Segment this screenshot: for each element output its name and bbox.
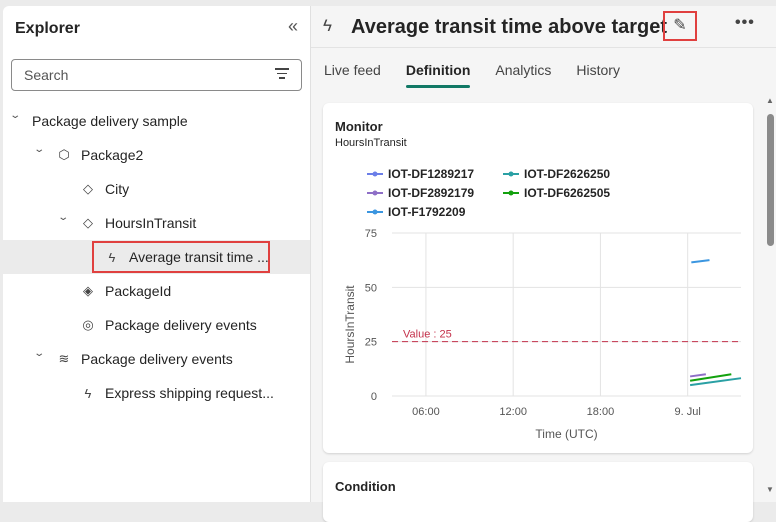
tree-item-label: City	[105, 181, 130, 197]
legend-marker	[367, 171, 383, 177]
tree-item[interactable]: ◎ Package delivery events	[3, 308, 310, 342]
y-tick-label: 0	[371, 391, 377, 403]
legend-marker	[367, 209, 383, 215]
condition-card: Condition	[323, 462, 753, 522]
tree-item[interactable]: ⌄ ⬡ Package2	[3, 138, 310, 172]
legend-marker	[503, 190, 519, 196]
y-tick-label: 75	[365, 228, 377, 240]
selection-highlight	[92, 241, 270, 273]
x-axis-label: Time (UTC)	[535, 427, 597, 441]
double-chevron-left-icon[interactable]: «	[287, 16, 298, 36]
scrollbar[interactable]: ▲ ▼	[764, 94, 776, 494]
tree-item[interactable]: ⌄ ≋ Package delivery events	[3, 342, 310, 376]
legend-item[interactable]: IOT-DF2892179	[367, 186, 474, 200]
legend-item[interactable]: IOT-DF2626250	[503, 167, 610, 181]
y-tick-label: 50	[365, 282, 377, 294]
chevron-down-icon[interactable]: ⌄	[33, 348, 46, 359]
tree-item-label: Package delivery events	[81, 351, 233, 367]
tree-item[interactable]: ϟ Average transit time ...	[3, 240, 310, 274]
page-title: Average transit time above target	[351, 16, 668, 38]
x-tick-label: 06:00	[412, 406, 440, 418]
tag-icon: ◇	[83, 215, 93, 230]
monitor-chart: 0 25 50 75 06:00 12:00 18:00 9. Jul Value : 25 Ti…	[343, 228, 742, 441]
x-tick-label: 12:00	[499, 406, 527, 418]
legend-label: IOT-DF1289217	[388, 167, 475, 181]
explorer-title: Explorer	[15, 20, 80, 37]
legend-item[interactable]: IOT-DF1289217	[367, 167, 474, 181]
tree-item[interactable]: ◇ City	[3, 172, 310, 206]
explorer-tree: ⌄ Package delivery sample ⌄ ⬡ Package2 ◇ City ⌄…	[3, 104, 310, 410]
legend-marker	[503, 171, 519, 177]
explorer-pane: Explorer « Search ⌄ Package delivery samp…	[3, 6, 310, 502]
tree-item[interactable]: ⌄ ◇ HoursInTransit	[3, 206, 310, 240]
tree-item-label: Package delivery events	[105, 317, 257, 333]
chevron-down-icon[interactable]: ⌄	[33, 144, 46, 155]
tree-item[interactable]: ◈ PackageId	[3, 274, 310, 308]
chevron-down-icon[interactable]: ⌄	[9, 110, 22, 121]
threshold-label: Value : 25	[403, 329, 452, 341]
tab-history[interactable]: History	[576, 62, 620, 78]
tab-bar: Live feed Definition Analytics History	[324, 62, 620, 88]
legend-label: IOT-DF6262505	[524, 186, 611, 200]
lightning-icon: ϟ	[323, 16, 332, 35]
search-input[interactable]: Search	[11, 59, 302, 91]
detail-pane: ϟ Average transit time above target ✎ ••…	[310, 6, 776, 522]
tree-item-label: Average transit time ...	[129, 249, 269, 265]
tab-analytics[interactable]: Analytics	[495, 62, 552, 78]
tree-item-label: Express shipping request...	[105, 385, 274, 401]
tag-icon: ◇	[83, 181, 93, 196]
legend-label: IOT-F1792209	[388, 205, 466, 219]
tree-item-label: PackageId	[105, 283, 172, 299]
tab-live-feed[interactable]: Live feed	[324, 62, 381, 78]
stream-icon: ◎	[82, 317, 94, 332]
series-line	[689, 377, 742, 387]
y-axis-label: HoursInTransit	[343, 285, 357, 364]
legend-marker	[367, 190, 383, 196]
x-tick-label: 18:00	[587, 406, 615, 418]
pencil-icon[interactable]: ✎	[663, 11, 697, 41]
y-tick-label: 25	[365, 337, 377, 349]
condition-title: Condition	[335, 479, 396, 494]
more-icon[interactable]: •••	[735, 14, 755, 31]
tree-item-label: HoursInTransit	[105, 215, 197, 231]
series-line	[691, 259, 710, 264]
search-placeholder: Search	[24, 67, 69, 83]
filter-icon[interactable]	[275, 68, 289, 82]
tree-item[interactable]: ϟ Express shipping request...	[3, 376, 310, 410]
tab-definition[interactable]: Definition	[405, 62, 470, 88]
legend-label: IOT-DF2892179	[388, 186, 475, 200]
series-line	[689, 373, 706, 378]
scrollbar-thumb[interactable]	[767, 114, 774, 246]
lightning-icon: ϟ	[84, 385, 92, 401]
tree-item[interactable]: ⌄ Package delivery sample	[3, 104, 310, 138]
legend-item[interactable]: IOT-DF6262505	[503, 186, 610, 200]
lightning-icon: ϟ	[108, 249, 116, 265]
eventstream-icon: ≋	[58, 351, 70, 366]
legend-item[interactable]: IOT-F1792209	[367, 205, 465, 219]
chevron-down-icon[interactable]: ⌄	[57, 212, 70, 223]
tree-item-label: Package2	[81, 147, 144, 163]
monitor-subtitle: HoursInTransit	[335, 137, 407, 149]
x-tick-label: 9. Jul	[675, 406, 701, 418]
scroll-down-icon[interactable]: ▼	[766, 485, 774, 494]
tree-item-label: Package delivery sample	[32, 113, 188, 129]
monitor-card: Monitor HoursInTransit IOT-DF1289217 IOT-…	[323, 103, 753, 453]
legend-label: IOT-DF2626250	[524, 167, 611, 181]
cube-icon: ⬡	[58, 147, 70, 162]
monitor-title: Monitor	[335, 119, 383, 134]
series-line	[689, 373, 732, 382]
tags-icon: ◈	[83, 283, 93, 298]
scroll-up-icon[interactable]: ▲	[766, 96, 774, 105]
